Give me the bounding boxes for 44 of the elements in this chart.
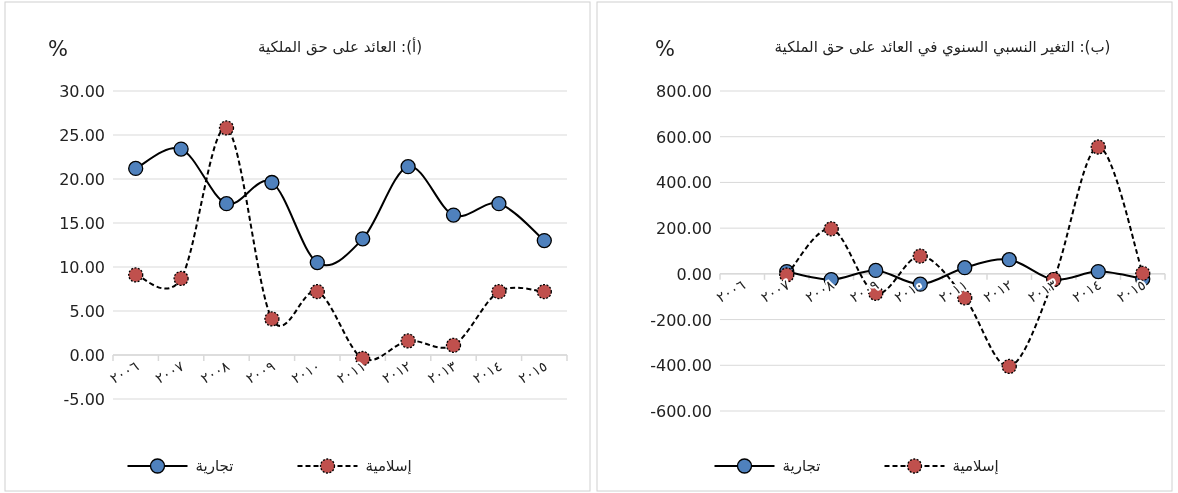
x-tick-label: ٢٠٠٩ — [243, 357, 278, 387]
legend-label: إسلامية — [365, 457, 412, 475]
x-tick-label: ٢٠٠٧ — [152, 357, 188, 387]
chart-title: (ب): التغير النسبي السنوي في العائد على حق الملكية — [774, 38, 1111, 57]
x-tick-label: ٢٠١٥ — [1114, 276, 1149, 306]
x-tick-label: ٢٠٠٦ — [107, 357, 142, 387]
legend-label: إسلامية — [952, 457, 999, 475]
y-axis-title: % — [48, 37, 68, 61]
y-tick-label: 10.00 — [59, 258, 105, 277]
y-tick-label: 0.00 — [69, 346, 105, 365]
x-tick-label: ٢٠٠٨ — [802, 276, 838, 306]
y-tick-label: -600.00 — [650, 402, 712, 421]
x-tick-label: ٢٠٠٩ — [847, 276, 882, 306]
y-tick-label: 15.00 — [59, 214, 105, 233]
x-tick-label: ٢٠١١ — [334, 357, 369, 387]
y-tick-label: 30.00 — [59, 82, 105, 101]
x-tick-label: ٢٠١٣ — [424, 357, 460, 387]
y-tick-label: 600.00 — [656, 127, 712, 147]
y-axis-title: % — [655, 37, 675, 61]
x-tick-label: ٢٠١٤ — [470, 357, 505, 387]
y-tick-label: -5.00 — [63, 390, 105, 409]
x-tick-label: ٢٠٠٦ — [713, 276, 748, 306]
y-tick-label: -400.00 — [650, 356, 712, 376]
x-tick-label: ٢٠١٠ — [288, 357, 323, 387]
x-tick-label: ٢٠٠٧ — [758, 276, 793, 306]
x-tick-label: ٢٠١٥ — [515, 357, 550, 387]
y-tick-label: 400.00 — [656, 173, 712, 193]
legend-label: تجارية — [782, 457, 821, 475]
y-tick-label: 5.00 — [69, 302, 105, 321]
legend-label: تجارية — [195, 457, 234, 475]
x-tick-label: ٢٠١٠ — [891, 276, 926, 306]
y-tick-label: 200.00 — [656, 219, 712, 239]
y-tick-label: 25.00 — [59, 126, 105, 145]
x-tick-label: ٢٠١١ — [936, 276, 971, 306]
x-tick-label: ٢٠٠٨ — [197, 357, 233, 387]
y-tick-label: 800.00 — [656, 82, 712, 101]
x-tick-label: ٢٠١٣ — [1025, 276, 1060, 306]
x-tick-label: ٢٠١٢ — [379, 357, 414, 387]
x-tick-label: ٢٠١٤ — [1069, 276, 1104, 306]
y-tick-label: 0.00 — [676, 264, 712, 284]
y-tick-label: -200.00 — [650, 310, 712, 330]
x-tick-label: ٢٠١٢ — [980, 276, 1015, 306]
chart-title: (أ): العائد على حق الملكية — [257, 37, 423, 56]
y-tick-label: 20.00 — [59, 170, 105, 189]
